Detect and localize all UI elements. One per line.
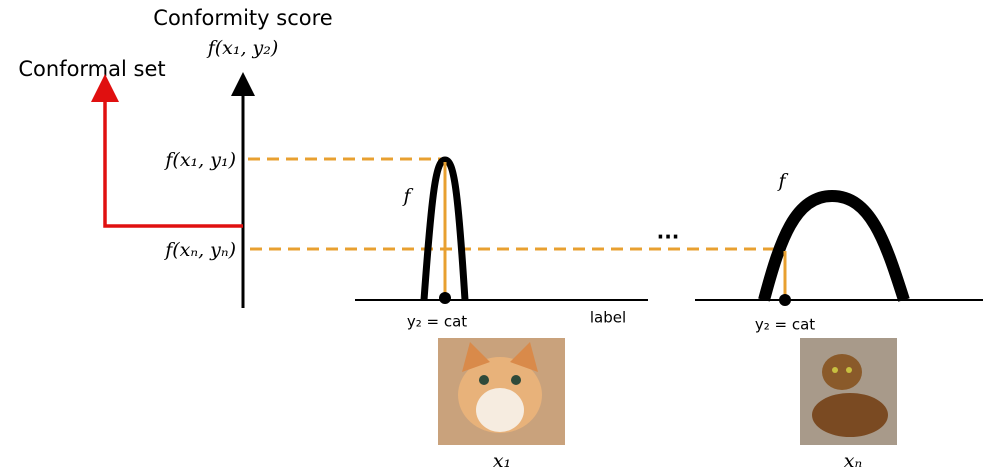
point [779, 294, 791, 306]
ellipsis: ... [657, 220, 680, 244]
point-label: y₂ = cat [407, 313, 467, 331]
diagram: Conformity score f(x₁, y₂) Conformal set… [0, 0, 984, 472]
input-label: xₙ [844, 450, 862, 472]
axis-label: label [590, 309, 626, 327]
cat-image [800, 338, 897, 445]
input-label: x₁ [493, 450, 511, 472]
function-label: f [776, 170, 788, 192]
point [439, 292, 451, 304]
point-label: y₂ = cat [755, 316, 815, 334]
level-label: f(x₁, y₁) [163, 149, 236, 171]
level-label: f(xₙ, yₙ) [163, 239, 236, 261]
cat-image [438, 338, 565, 445]
function-label: f [401, 185, 413, 207]
conformal-set-label: Conformal set [18, 57, 165, 81]
axis-title: Conformity score [153, 6, 332, 30]
axis-top-label: f(x₁, y₂) [206, 37, 279, 59]
